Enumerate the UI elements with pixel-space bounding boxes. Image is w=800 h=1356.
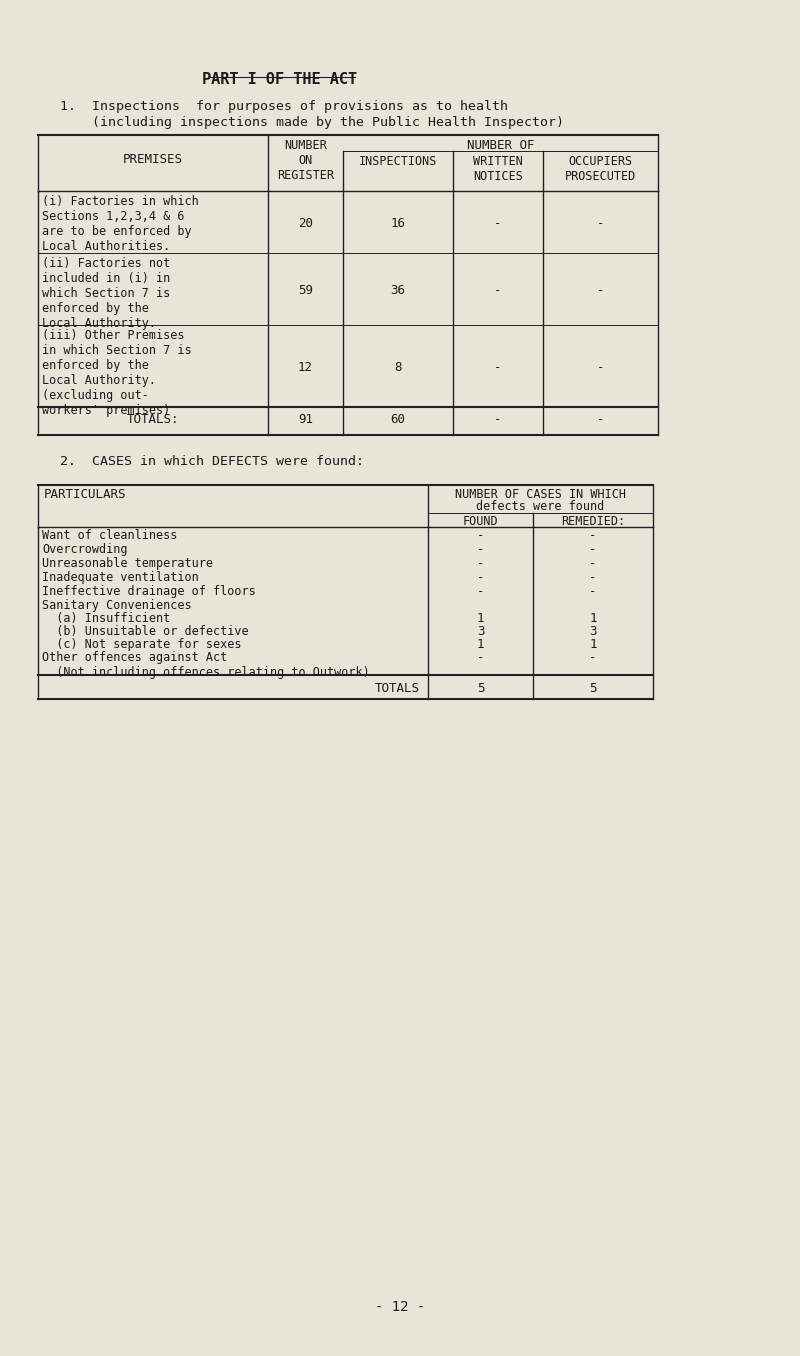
Text: 60: 60	[390, 414, 406, 426]
Text: PART I OF THE ACT: PART I OF THE ACT	[202, 72, 358, 87]
Text: -: -	[590, 529, 597, 542]
Text: NUMBER OF CASES IN WHICH: NUMBER OF CASES IN WHICH	[455, 488, 626, 500]
Text: -: -	[477, 584, 484, 598]
Text: 1: 1	[477, 612, 484, 625]
Text: OCCUPIERS
PROSECUTED: OCCUPIERS PROSECUTED	[565, 155, 636, 183]
Text: (i) Factories in which
Sections 1,2,3,4 & 6
are to be enforced by
Local Authorit: (i) Factories in which Sections 1,2,3,4 …	[42, 195, 198, 254]
Text: 5: 5	[477, 682, 484, 696]
Text: -: -	[494, 361, 502, 374]
Text: PREMISES: PREMISES	[123, 153, 183, 165]
Text: - 12 -: - 12 -	[375, 1300, 425, 1314]
Text: 8: 8	[394, 361, 402, 374]
Text: -: -	[494, 283, 502, 297]
Text: -: -	[597, 217, 604, 231]
Text: 20: 20	[298, 217, 313, 231]
Text: -: -	[477, 529, 484, 542]
Text: (ii) Factories not
included in (i) in
which Section 7 is
enforced by the
Local A: (ii) Factories not included in (i) in wh…	[42, 258, 170, 330]
Text: INSPECTIONS: INSPECTIONS	[359, 155, 437, 168]
Text: -: -	[477, 571, 484, 584]
Text: Other offences against Act
  (Not including offences relating to Outwork): Other offences against Act (Not includin…	[42, 651, 370, 679]
Text: -: -	[590, 584, 597, 598]
Text: FOUND: FOUND	[462, 515, 498, 527]
Text: 1: 1	[590, 639, 597, 651]
Text: -: -	[590, 651, 597, 664]
Text: 1: 1	[590, 612, 597, 625]
Text: REMEDIED:: REMEDIED:	[561, 515, 625, 527]
Text: -: -	[597, 414, 604, 426]
Text: Unreasonable temperature: Unreasonable temperature	[42, 557, 213, 570]
Text: (c) Not separate for sexes: (c) Not separate for sexes	[42, 639, 242, 651]
Text: WRITTEN
NOTICES: WRITTEN NOTICES	[473, 155, 523, 183]
Text: NUMBER OF: NUMBER OF	[466, 140, 534, 152]
Text: TOTALS:: TOTALS:	[126, 414, 179, 426]
Text: (a) Insufficient: (a) Insufficient	[42, 612, 170, 625]
Text: Sanitary Conveniences: Sanitary Conveniences	[42, 599, 192, 612]
Text: -: -	[494, 414, 502, 426]
Text: -: -	[597, 283, 604, 297]
Text: 59: 59	[298, 283, 313, 297]
Text: 12: 12	[298, 361, 313, 374]
Text: Overcrowding: Overcrowding	[42, 542, 127, 556]
Text: PARTICULARS: PARTICULARS	[44, 488, 126, 500]
Text: -: -	[590, 571, 597, 584]
Text: (including inspections made by the Public Health Inspector): (including inspections made by the Publi…	[60, 117, 564, 129]
Text: Inadequate ventilation: Inadequate ventilation	[42, 571, 198, 584]
Text: -: -	[597, 361, 604, 374]
Text: 3: 3	[590, 625, 597, 639]
Text: -: -	[477, 651, 484, 664]
Text: 1: 1	[477, 639, 484, 651]
Text: 1.  Inspections  for purposes of provisions as to health: 1. Inspections for purposes of provision…	[60, 100, 508, 113]
Text: 16: 16	[390, 217, 406, 231]
Text: -: -	[477, 557, 484, 570]
Text: -: -	[477, 542, 484, 556]
Text: TOTALS: TOTALS	[375, 682, 420, 696]
Text: -: -	[590, 542, 597, 556]
Text: 3: 3	[477, 625, 484, 639]
Text: -: -	[494, 217, 502, 231]
Text: 91: 91	[298, 414, 313, 426]
Text: -: -	[590, 557, 597, 570]
Text: (iii) Other Premises
in which Section 7 is
enforced by the
Local Authority.
(exc: (iii) Other Premises in which Section 7 …	[42, 330, 192, 418]
Text: 2.  CASES in which DEFECTS were found:: 2. CASES in which DEFECTS were found:	[60, 456, 364, 468]
Text: 36: 36	[390, 283, 406, 297]
Text: NUMBER
ON
REGISTER: NUMBER ON REGISTER	[277, 140, 334, 182]
Text: Want of cleanliness: Want of cleanliness	[42, 529, 178, 542]
Text: 5: 5	[590, 682, 597, 696]
Text: defects were found: defects were found	[476, 500, 605, 513]
Text: Ineffective drainage of floors: Ineffective drainage of floors	[42, 584, 256, 598]
Text: (b) Unsuitable or defective: (b) Unsuitable or defective	[42, 625, 249, 639]
